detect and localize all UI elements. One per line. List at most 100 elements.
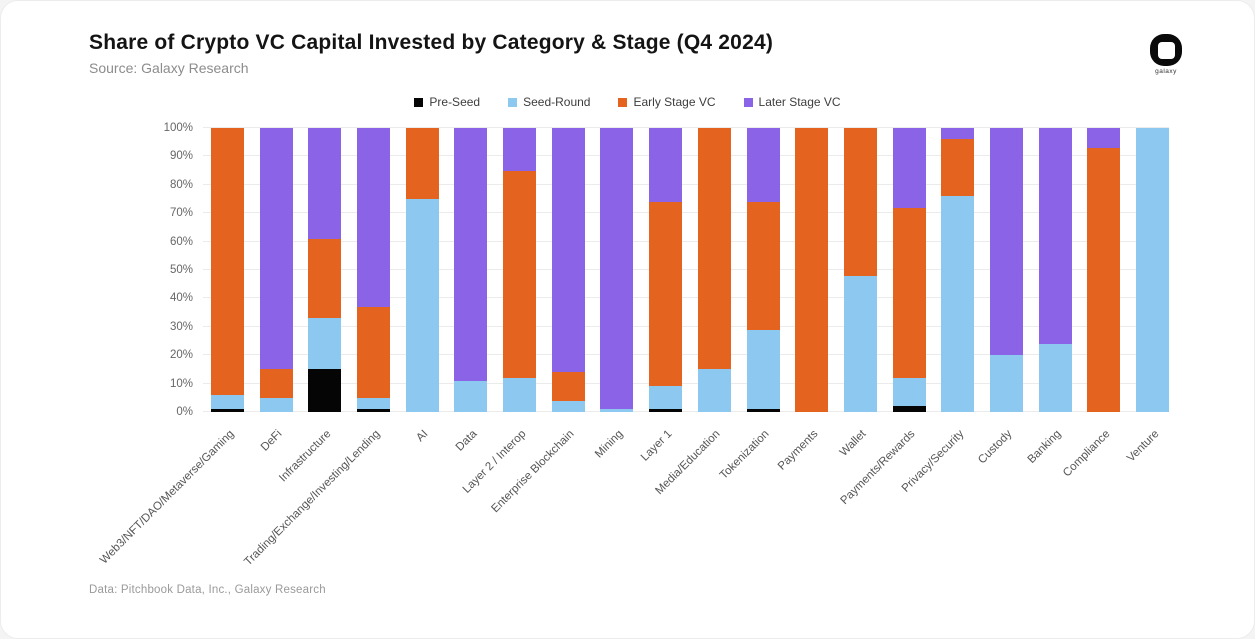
bar-venture [1136,128,1169,412]
bar-segment-seed-round [1136,128,1169,412]
bar-segment-early-stage-vc [405,128,439,199]
legend-label: Early Stage VC [633,95,716,109]
bar-data [454,128,488,412]
y-tick-label-20: 20% [169,349,193,362]
gridline-60 [203,240,1169,242]
bar-segment-seed-round [892,377,926,407]
bar-segment-seed-round [211,394,244,410]
bar-segment-later-stage-vc [308,128,342,239]
bar-segment-early-stage-vc [795,128,829,412]
bar-segment-seed-round [746,329,780,410]
bar-segment-later-stage-vc [600,128,634,410]
bar-segment-later-stage-vc [1087,128,1121,148]
legend-label: Later Stage VC [758,95,841,109]
bar-segment-early-stage-vc [259,369,293,398]
gridline-10 [203,382,1169,384]
bar-segment-seed-round [649,386,683,410]
bar-segment-early-stage-vc [551,372,585,401]
bar-segment-pre-seed [211,409,244,412]
y-tick-label-50: 50% [169,264,193,276]
y-tick-label-90: 90% [169,150,193,163]
y-tick-label-40: 40% [169,292,193,305]
bar-segment-pre-seed [308,369,342,412]
gridline-70 [203,212,1169,214]
legend-swatch-icon [743,97,753,107]
x-tick-label-mining: Mining [593,428,626,461]
bar-segment-seed-round [1038,343,1072,412]
bar-segment-seed-round [405,199,439,412]
bar-segment-later-stage-vc [551,128,585,373]
x-tick-label-layer-2-interop: Layer 2 / Interop [460,428,529,496]
bar-segment-seed-round [551,400,585,412]
gridline-90 [203,155,1169,157]
bar-segment-later-stage-vc [357,128,391,307]
bar-payments-rewards [892,128,926,412]
y-tick-label-10: 10% [169,377,193,390]
x-tick-label-payments: Payments [775,428,821,473]
bar-segment-later-stage-vc [989,128,1023,356]
bar-segment-seed-round [697,369,731,412]
gridline-20 [203,354,1169,356]
bar-segment-later-stage-vc [941,128,975,140]
legend-item-later-stage-vc: Later Stage VC [743,95,841,109]
bar-segment-seed-round [600,409,634,412]
bar-banking [1038,128,1072,412]
chart-title: Share of Crypto VC Capital Invested by C… [89,31,774,54]
bar-segment-seed-round [308,318,342,370]
legend-item-seed-round: Seed-Round [508,95,590,109]
chart-source: Source: Galaxy Research [89,60,249,76]
x-tick-label-compliance: Compliance [1060,428,1113,480]
x-axis-labels: Web3/NFT/DAO/Metaverse/Gaming DeFi Infrast… [98,420,1169,590]
legend-swatch-icon [618,97,628,107]
bar-segment-early-stage-vc [892,207,926,378]
gridline-80 [203,183,1169,185]
x-tick-label-banking: Banking [1025,428,1064,466]
bar-defi [259,128,293,412]
bar-segment-later-stage-vc [1038,128,1072,344]
bar-segment-seed-round [941,196,975,412]
legend-label: Seed-Round [523,95,591,109]
bar-custody [989,128,1023,412]
x-tick-label-media-education: Media/Education [653,428,723,498]
x-tick-label-tokenization: Tokenization [717,428,772,482]
galaxy-logo: galaxy [1146,34,1186,75]
bar-segment-seed-round [454,380,488,412]
bar-segment-pre-seed [746,409,780,412]
bar-infrastructure [308,128,342,412]
galaxy-logo-icon [1150,34,1182,66]
bar-segment-early-stage-vc [649,201,683,387]
gridline-50 [203,269,1169,270]
bar-layer-1 [649,128,683,412]
y-tick-label-80: 80% [169,178,193,191]
bar-segment-early-stage-vc [941,139,975,197]
bar-segment-early-stage-vc [211,128,244,395]
y-tick-label-60: 60% [169,235,193,248]
y-tick-label-0: 0% [176,406,193,418]
x-tick-label-wallet: Wallet [838,428,869,459]
bar-segment-seed-round [843,275,877,412]
bar-tokenization [746,128,780,412]
bar-segment-early-stage-vc [843,128,877,276]
legend: Pre-Seed Seed-Round Early Stage VC Later St… [1,95,1254,109]
gridline-0 [203,411,1169,412]
bar-web3-nft-dao-metaverse-gaming [211,128,244,412]
bar-segment-early-stage-vc [503,170,537,378]
bar-segment-later-stage-vc [454,128,488,381]
legend-item-pre-seed: Pre-Seed [414,95,480,109]
bar-segment-early-stage-vc [746,201,780,330]
bar-wallet [843,128,877,412]
bar-segment-early-stage-vc [697,128,731,370]
bar-segment-early-stage-vc [308,238,342,319]
bar-segment-early-stage-vc [357,306,391,398]
x-tick-label-privacy-security: Privacy/Security [899,428,967,495]
bar-media-education [697,128,731,412]
x-tick-label-custody: Custody [976,428,1015,467]
bar-segment-seed-round [989,355,1023,412]
bar-segment-seed-round [259,397,293,412]
bar-privacy-security [941,128,975,412]
data-credit: Data: Pitchbook Data, Inc., Galaxy Resea… [89,584,326,596]
x-tick-label-payments-rewards: Payments/Rewards [838,428,918,507]
bar-segment-later-stage-vc [503,128,537,171]
y-tick-label-70: 70% [169,207,193,220]
